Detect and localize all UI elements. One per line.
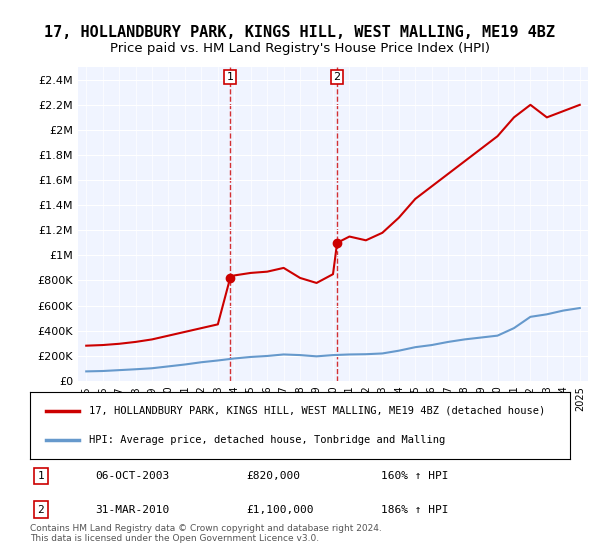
Text: 1: 1 [37, 471, 44, 481]
Text: 31-MAR-2010: 31-MAR-2010 [95, 505, 169, 515]
Text: 186% ↑ HPI: 186% ↑ HPI [381, 505, 449, 515]
Text: 1: 1 [227, 72, 233, 82]
Text: 160% ↑ HPI: 160% ↑ HPI [381, 471, 449, 481]
Text: £820,000: £820,000 [246, 471, 300, 481]
Text: 06-OCT-2003: 06-OCT-2003 [95, 471, 169, 481]
Text: 2: 2 [334, 72, 341, 82]
Text: £1,100,000: £1,100,000 [246, 505, 314, 515]
Text: 17, HOLLANDBURY PARK, KINGS HILL, WEST MALLING, ME19 4BZ: 17, HOLLANDBURY PARK, KINGS HILL, WEST M… [44, 25, 556, 40]
Text: HPI: Average price, detached house, Tonbridge and Malling: HPI: Average price, detached house, Tonb… [89, 435, 446, 445]
Text: 2: 2 [37, 505, 44, 515]
Text: 17, HOLLANDBURY PARK, KINGS HILL, WEST MALLING, ME19 4BZ (detached house): 17, HOLLANDBURY PARK, KINGS HILL, WEST M… [89, 406, 545, 416]
Text: Price paid vs. HM Land Registry's House Price Index (HPI): Price paid vs. HM Land Registry's House … [110, 42, 490, 55]
Text: Contains HM Land Registry data © Crown copyright and database right 2024.
This d: Contains HM Land Registry data © Crown c… [30, 524, 382, 543]
